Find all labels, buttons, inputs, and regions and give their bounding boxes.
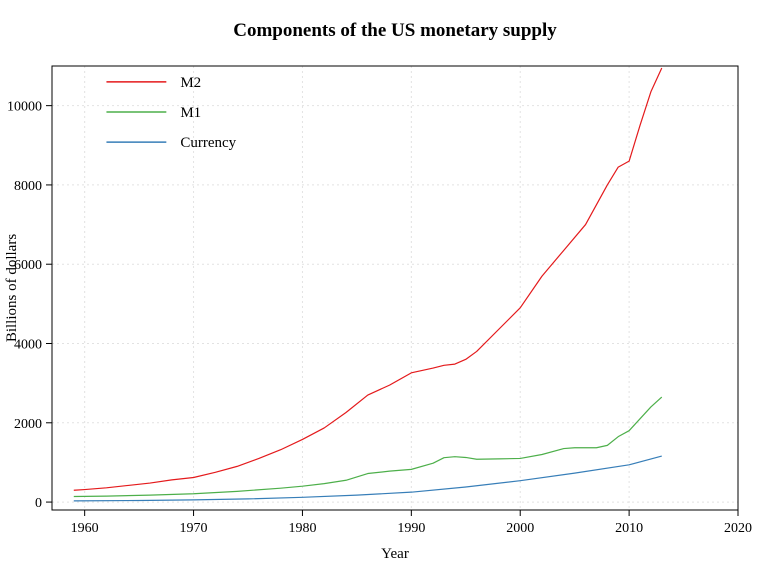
- y-tick-label: 2000: [14, 417, 42, 432]
- legend-label: Currency: [180, 135, 236, 151]
- plot-frame: [52, 66, 738, 510]
- legend-label: M2: [180, 75, 201, 91]
- x-tick-label: 2000: [506, 521, 534, 536]
- x-tick-label: 2020: [724, 521, 752, 536]
- x-tick-label: 1970: [180, 521, 208, 536]
- x-tick-label: 2010: [615, 521, 643, 536]
- x-tick-label: 1960: [71, 521, 99, 536]
- series-line: [74, 68, 662, 490]
- y-tick-label: 8000: [14, 179, 42, 194]
- x-tick-label: 1980: [288, 521, 316, 536]
- y-tick-label: 10000: [7, 100, 42, 115]
- legend-label: M1: [180, 105, 201, 121]
- y-axis-label: Billions of dollars: [4, 234, 20, 342]
- line-chart: Components of the US monetary supply 1960…: [0, 0, 768, 576]
- chart-container: Components of the US monetary supply 1960…: [0, 0, 768, 576]
- x-tick-label: 1990: [397, 521, 425, 536]
- y-tick-label: 0: [35, 496, 42, 511]
- x-axis-label: Year: [381, 546, 409, 562]
- chart-title: Components of the US monetary supply: [233, 20, 557, 41]
